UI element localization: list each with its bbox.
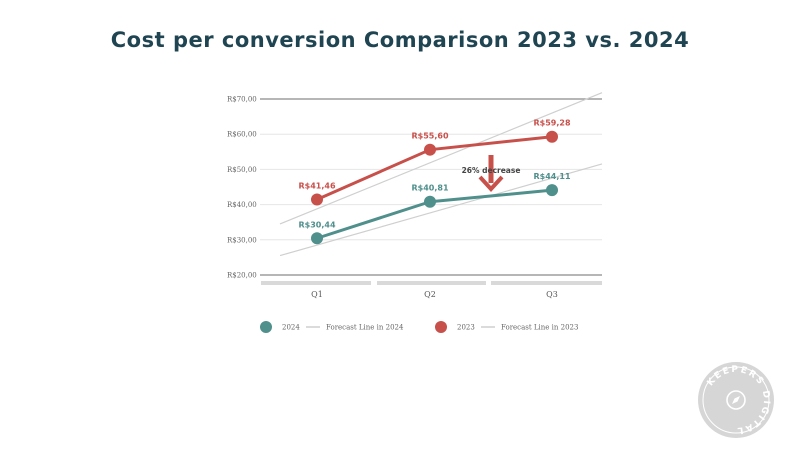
legend-label: 2023 [457, 324, 475, 332]
y-tick-label: R$60,00 [227, 131, 257, 139]
legend-marker [435, 321, 447, 333]
annotation-label: 26% decrease [462, 166, 521, 175]
y-tick-label: R$50,00 [227, 166, 257, 174]
x-tick-label: Q1 [311, 290, 323, 299]
chart-title: Cost per conversion Comparison 2023 vs. … [110, 28, 690, 52]
legend-marker [260, 321, 272, 333]
decrease-annotation: 26% decrease [462, 155, 521, 192]
legend-label: Forecast Line in 2024 [326, 324, 404, 332]
data-point [311, 232, 323, 245]
data-point [424, 195, 436, 208]
x-tick-label: Q2 [424, 290, 436, 299]
x-axis: Q1 Q2 Q3 [261, 281, 602, 299]
data-label: R$44,11 [533, 172, 570, 181]
series-line-2024 [316, 188, 553, 240]
data-label: R$41,46 [298, 181, 335, 190]
data-label: R$59,28 [533, 119, 570, 128]
data-point [424, 143, 436, 156]
y-tick-label: R$40,00 [227, 201, 257, 209]
y-axis-ticks: R$70,00 R$60,00 R$50,00 R$40,00 R$30,00 R$20,… [227, 96, 257, 280]
forecast-line [279, 92, 603, 225]
forecast-line [279, 163, 603, 257]
keepers-digital-badge: KEEPERS DIGITAL [698, 362, 774, 438]
x-axis-band [491, 281, 602, 285]
data-labels: R$30,44 R$40,81 R$44,11 R$41,46 R$55,60 R$59,… [298, 119, 570, 230]
chart-legend: 2024 Forecast Line in 2024 2023 Forecast Li… [260, 321, 578, 333]
data-label: R$30,44 [298, 220, 335, 229]
data-label: R$55,60 [411, 132, 448, 141]
y-tick-label: R$20,00 [227, 272, 257, 280]
legend-label: 2024 [282, 324, 300, 332]
data-points [311, 130, 558, 245]
compass-icon [726, 390, 746, 410]
data-label: R$40,81 [411, 184, 448, 193]
down-arrow-icon [478, 175, 504, 192]
forecast-lines [279, 92, 603, 257]
data-point [546, 130, 558, 143]
data-point [311, 193, 323, 206]
x-axis-band [377, 281, 486, 285]
data-point [546, 184, 558, 197]
y-tick-label: R$30,00 [227, 236, 257, 244]
x-tick-label: Q3 [546, 290, 558, 299]
y-tick-label: R$70,00 [227, 96, 257, 104]
x-axis-band [261, 281, 371, 285]
legend-label: Forecast Line in 2023 [501, 324, 578, 332]
